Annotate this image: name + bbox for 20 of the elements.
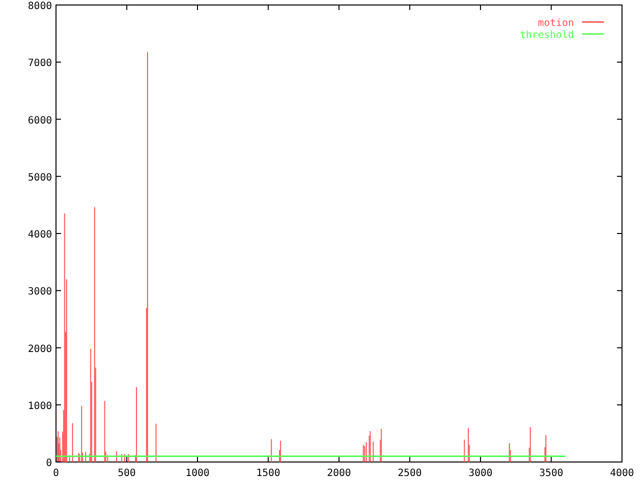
y-tick-label: 8000 <box>28 1 52 12</box>
y-tick-label: 1000 <box>28 400 52 412</box>
y-tick-label: 4000 <box>28 230 52 240</box>
x-tick-label: 1500 <box>256 468 280 479</box>
x-tick-label: 500 <box>118 468 136 479</box>
legend-label: motion <box>538 18 574 29</box>
y-tick-label: 0 <box>46 458 52 469</box>
x-tick-label: 1000 <box>185 468 210 479</box>
x-tick-label: 3000 <box>468 468 493 479</box>
y-tick-label: 3000 <box>28 286 52 298</box>
x-tick-label: 2000 <box>326 468 352 479</box>
x-tick-label: 4000 <box>610 468 634 479</box>
y-tick-label: 2000 <box>28 344 52 355</box>
x-tick-label: 3500 <box>539 468 564 479</box>
y-tick-label: 7000 <box>28 58 52 70</box>
x-tick-label: 2500 <box>398 468 422 479</box>
y-tick-label: 6000 <box>28 115 52 126</box>
y-tick-label: 5000 <box>28 172 52 184</box>
legend-label: threshold <box>520 30 574 41</box>
x-tick-label: 0 <box>52 468 60 479</box>
